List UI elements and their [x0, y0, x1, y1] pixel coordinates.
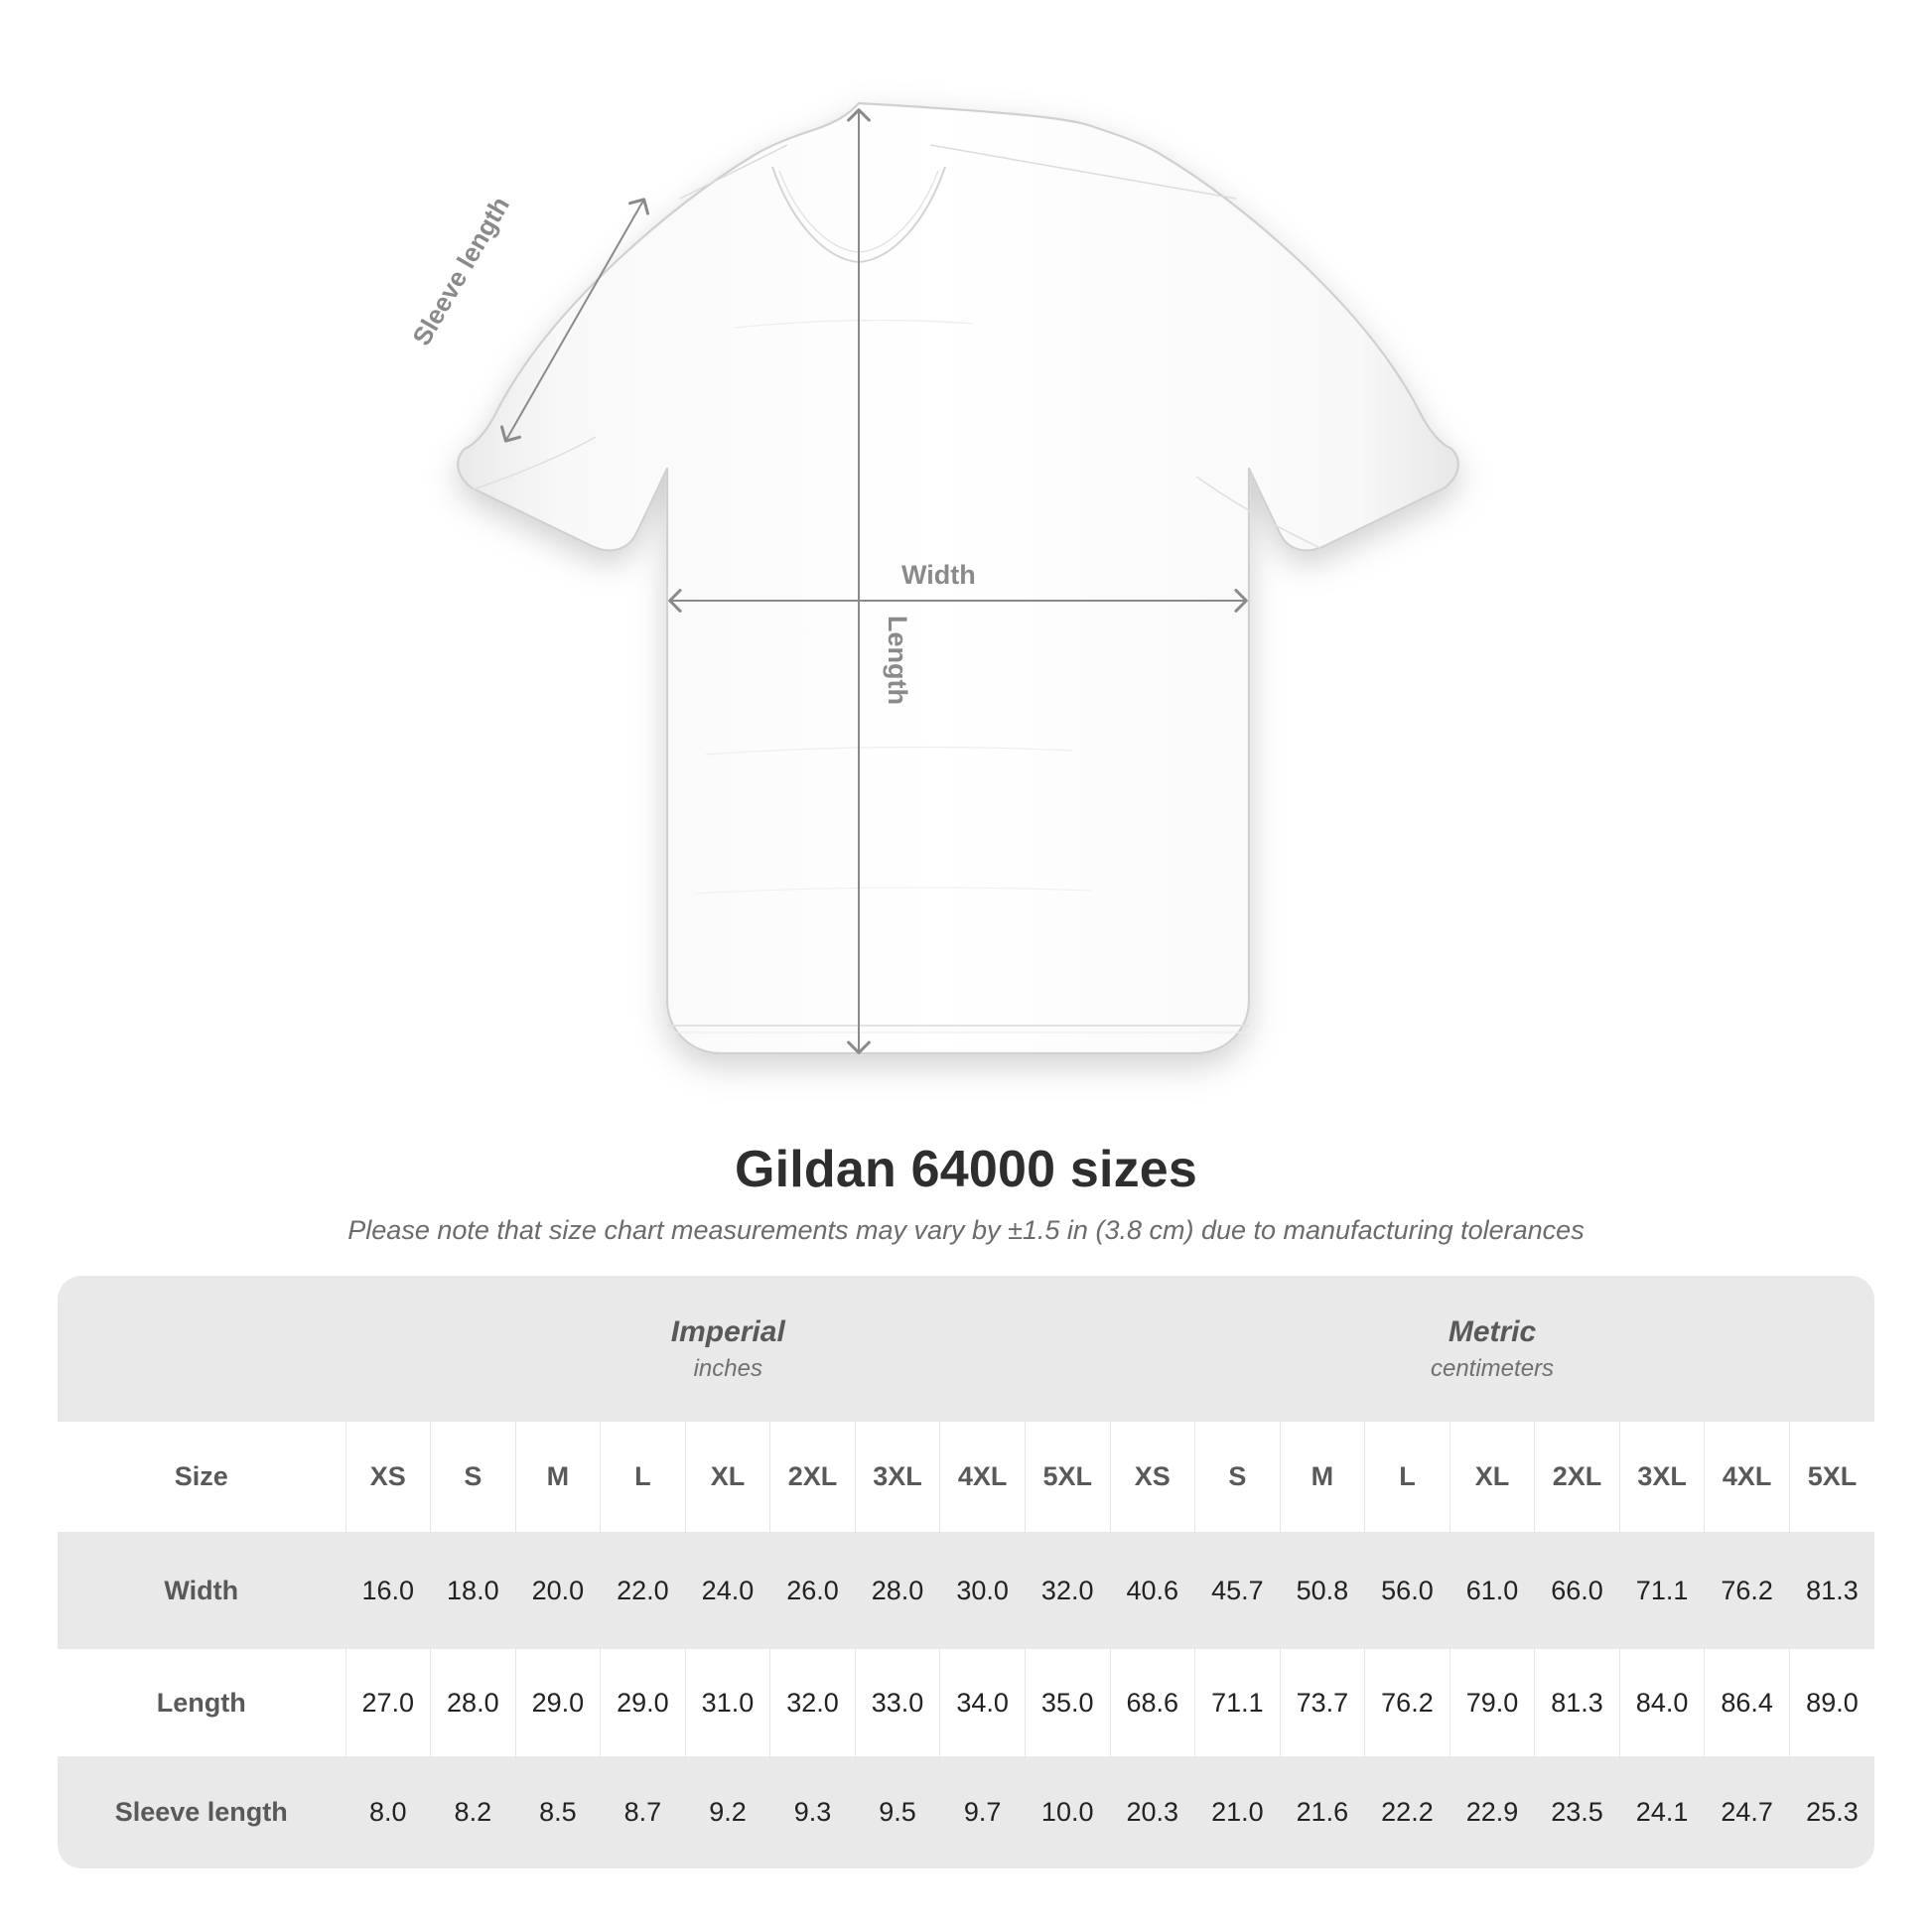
svg-text:Length: Length	[883, 616, 912, 705]
svg-text:Width: Width	[901, 560, 976, 590]
svg-text:Sleeve length: Sleeve length	[406, 192, 515, 350]
